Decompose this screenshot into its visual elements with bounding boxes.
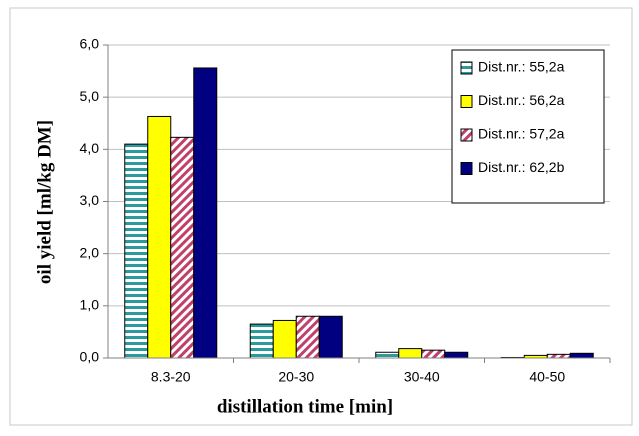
x-tick-label: 8.3-20 — [151, 369, 191, 385]
y-tick-label: 1,0 — [80, 297, 100, 313]
bar — [249, 323, 274, 359]
legend-label: Dist.nr.: 56,2a — [478, 92, 565, 108]
bar — [569, 352, 594, 359]
y-axis-label: oil yield [ml/kg DM] — [34, 120, 55, 284]
bar — [421, 349, 446, 359]
x-tick-label: 20-30 — [278, 369, 314, 385]
bar — [546, 353, 571, 359]
y-tick-label: 0,0 — [80, 349, 100, 365]
y-tick-label: 6,0 — [80, 36, 100, 52]
legend-label: Dist.nr.: 62,2b — [478, 159, 565, 175]
legend-label: Dist.nr.: 57,2a — [478, 126, 565, 142]
bar — [295, 315, 320, 359]
bar — [444, 351, 469, 359]
bar — [272, 319, 297, 359]
y-tick-label: 3,0 — [80, 192, 100, 208]
bar — [318, 315, 343, 359]
y-tick-label: 5,0 — [80, 88, 100, 104]
legend-swatch — [460, 95, 473, 108]
legend-swatch — [460, 128, 473, 142]
legend-box — [451, 49, 605, 204]
x-tick-label: 40-50 — [529, 369, 565, 385]
legend-label: Dist.nr.: 55,2a — [478, 59, 565, 75]
bar — [147, 115, 172, 359]
y-tick-label: 4,0 — [80, 140, 100, 156]
bar — [193, 67, 218, 359]
bar — [398, 348, 423, 359]
legend-swatch — [460, 61, 473, 75]
bar — [375, 351, 400, 359]
y-tick-label: 2,0 — [80, 244, 100, 260]
x-tick-label: 30-40 — [404, 369, 440, 385]
x-axis-label: distillation time [min] — [217, 396, 393, 417]
legend-swatch — [460, 162, 473, 175]
bar — [170, 136, 195, 359]
bar — [124, 143, 149, 359]
